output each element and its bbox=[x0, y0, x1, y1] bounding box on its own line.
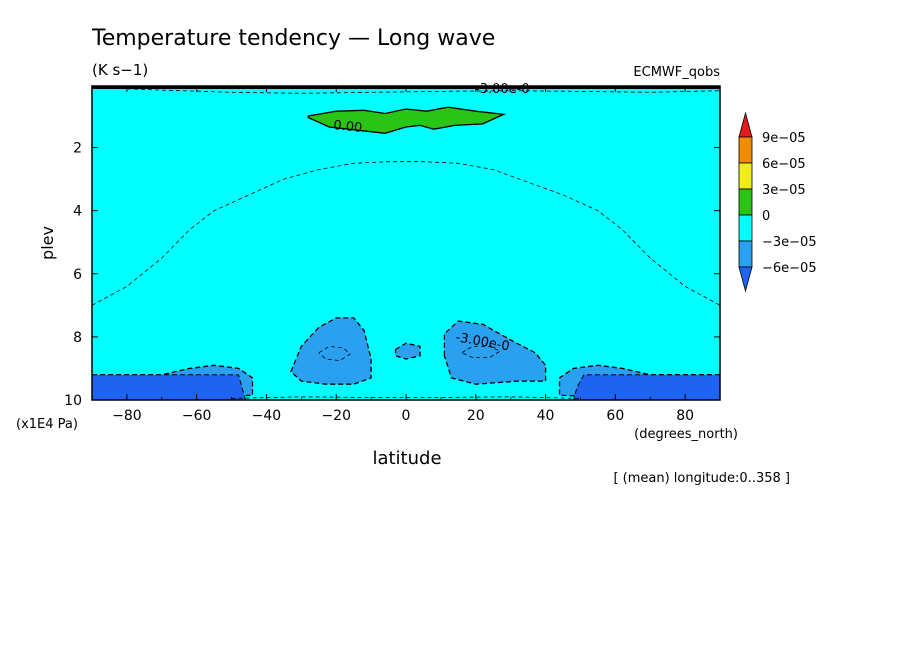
chart-units: (K s−1) bbox=[92, 61, 148, 79]
x-tick-label: 20 bbox=[467, 408, 485, 424]
x-tick-label: −40 bbox=[252, 408, 282, 424]
colorbar-label: −3e−05 bbox=[762, 235, 817, 250]
x-tick-label: −20 bbox=[321, 408, 351, 424]
colorbar-swatch bbox=[738, 188, 753, 216]
colorbar-top-arrow bbox=[738, 111, 753, 138]
chart-title: Temperature tendency — Long wave bbox=[91, 26, 495, 51]
y-axis: 2 4 6 8 10 bbox=[64, 141, 720, 409]
dashed-contour-lines bbox=[92, 87, 720, 399]
colorbar-swatch bbox=[738, 162, 753, 190]
x-axis-label: latitude bbox=[372, 448, 441, 469]
contour-line bbox=[231, 396, 581, 399]
contour-region bbox=[307, 106, 507, 134]
y-tick-label: 2 bbox=[73, 141, 82, 157]
y-tick-label: 4 bbox=[73, 204, 82, 220]
x-tick-label: −60 bbox=[182, 408, 212, 424]
y-tick-label: 10 bbox=[64, 393, 82, 409]
contour-region bbox=[92, 374, 247, 400]
contour-line bbox=[92, 161, 720, 306]
x-axis: −80 −60 −40 −20 0 20 40 60 80 bbox=[91, 86, 721, 424]
x-tick-label: 0 bbox=[402, 408, 411, 424]
footnote: [ (mean) longitude:0..358 ] bbox=[613, 471, 790, 486]
dataset-label: ECMWF_qobs bbox=[633, 65, 720, 80]
y-axis-units: (x1E4 Pa) bbox=[16, 417, 78, 432]
contour-region bbox=[394, 342, 421, 360]
x-axis-units: (degrees_north) bbox=[634, 427, 738, 442]
colorbar-bottom-arrow bbox=[738, 266, 753, 293]
colorbar-label: 3e−05 bbox=[762, 183, 806, 198]
y-tick-label: 6 bbox=[73, 267, 82, 283]
y-axis-label: plev bbox=[38, 226, 57, 260]
colorbar-label: −6e−05 bbox=[762, 261, 817, 276]
contour-region bbox=[290, 317, 372, 385]
colorbar-label: 9e−05 bbox=[762, 131, 806, 146]
contour-region bbox=[443, 320, 547, 385]
x-tick-label: 80 bbox=[676, 408, 694, 424]
contour-line bbox=[461, 346, 502, 358]
filled-contour-regions bbox=[92, 106, 720, 400]
colorbar-swatch bbox=[738, 214, 753, 242]
colorbar-swatch bbox=[738, 136, 753, 164]
colorbar: 9e−05 6e−05 3e−05 0 −3e−05 −6e−05 bbox=[738, 111, 817, 293]
plot-area: -3.00e-00.00-3.00e-0 bbox=[91, 82, 721, 401]
x-tick-label: 60 bbox=[606, 408, 624, 424]
contour-region bbox=[572, 374, 720, 400]
y-tick-label: 8 bbox=[73, 330, 82, 346]
x-tick-label: 40 bbox=[537, 408, 555, 424]
contour-label: -3.00e-0 bbox=[475, 82, 530, 97]
x-tick-label: −80 bbox=[112, 408, 142, 424]
colorbar-label: 6e−05 bbox=[762, 157, 806, 172]
contour-label: 0.00 bbox=[333, 118, 363, 136]
colorbar-label: 0 bbox=[762, 209, 770, 224]
colorbar-swatch bbox=[738, 240, 753, 268]
contour-line bbox=[318, 345, 351, 362]
